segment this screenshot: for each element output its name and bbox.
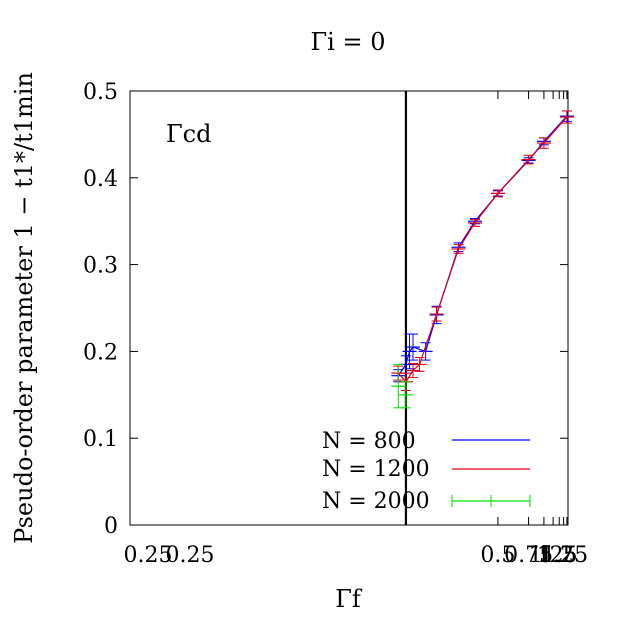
data-point [521, 154, 536, 165]
x-tick-label: 0.25 [166, 543, 215, 568]
data-point [467, 218, 482, 227]
y-tick-label: 0.2 [83, 340, 118, 365]
y-tick-label: 0.5 [83, 80, 118, 105]
data-point [391, 363, 406, 409]
legend: N = 800 N = 1200 N = 2000 [322, 429, 531, 514]
legend-label-2: N = 2000 [322, 489, 430, 514]
series-line [397, 115, 568, 377]
chart-title: Γi = 0 [311, 28, 386, 56]
critical-line-label: Γcd [166, 120, 211, 148]
data-point [536, 137, 551, 149]
data-point [490, 189, 505, 198]
legend-label-1: N = 1200 [322, 457, 430, 482]
y-tick-label: 0.4 [83, 167, 118, 192]
data-point [418, 342, 433, 361]
x-tick-label: 0.25 [124, 543, 173, 568]
plot-area [129, 90, 569, 526]
data-point [398, 381, 413, 409]
y-axis-label: Pseudo-order parameter 1 − t1*/t1min [10, 72, 38, 544]
data-point [451, 244, 466, 254]
data-point [406, 363, 421, 378]
series-layer [391, 91, 574, 525]
x-tick-label: 1 [537, 543, 551, 568]
x-tick-label: 0.75 [504, 543, 553, 568]
series-line [397, 116, 568, 383]
y-tick-label: 0 [104, 514, 118, 539]
x-tick-label: 1.75 [539, 543, 588, 568]
x-tick-label: 1.5 [542, 543, 577, 568]
y-tick-label: 0.1 [83, 427, 118, 452]
plot-frame [129, 90, 569, 526]
legend-label-0: N = 800 [322, 429, 416, 454]
data-point [429, 306, 444, 322]
x-tick-label: 1.25 [529, 543, 578, 568]
data-point [559, 110, 574, 124]
x-tick-label: 2 [560, 543, 574, 568]
data-point [412, 356, 427, 372]
x-tick-label: 0.5 [480, 543, 515, 568]
data-point [406, 333, 421, 361]
x-axis-label: Γf [335, 585, 363, 613]
axis-ticks: 00.10.20.30.40.50.250.25 0.50.7511.251.51… [83, 80, 588, 568]
y-tick-label: 0.3 [83, 254, 118, 279]
